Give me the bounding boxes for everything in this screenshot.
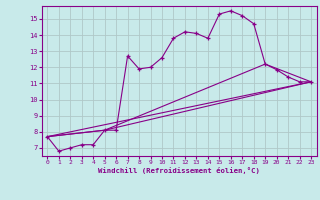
X-axis label: Windchill (Refroidissement éolien,°C): Windchill (Refroidissement éolien,°C) — [98, 167, 260, 174]
